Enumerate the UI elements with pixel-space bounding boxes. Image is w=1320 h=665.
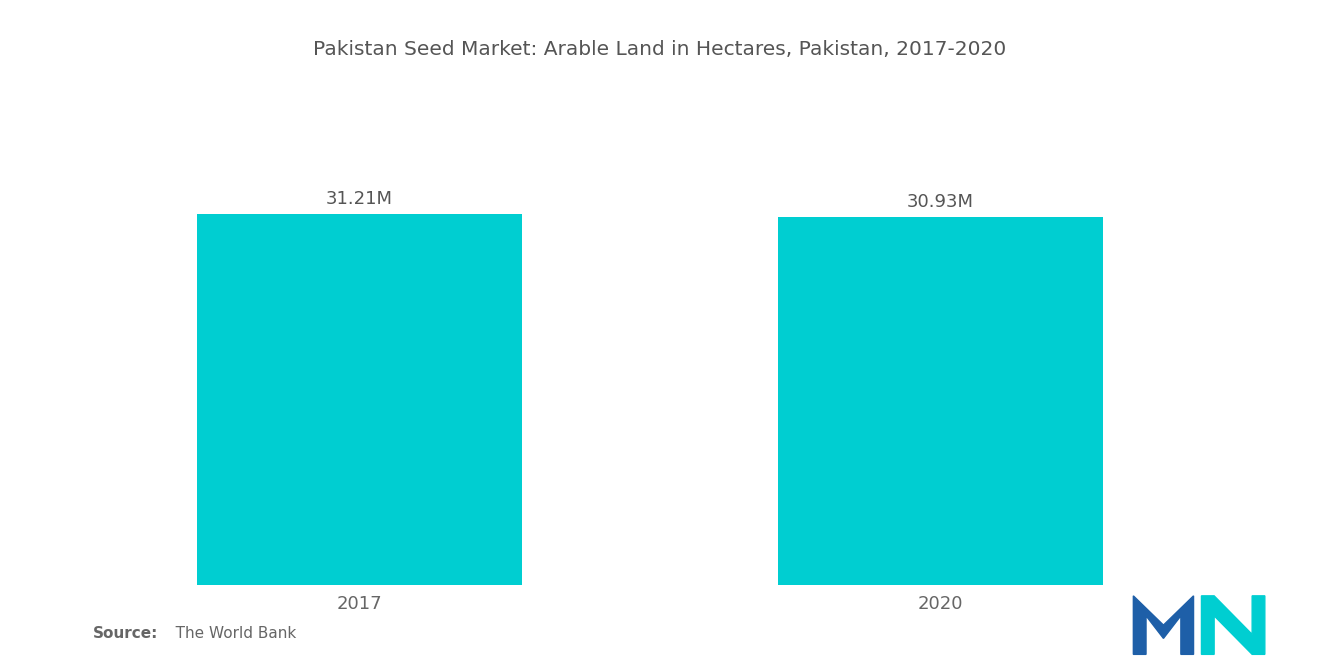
Polygon shape — [1134, 596, 1193, 654]
Text: 30.93M: 30.93M — [907, 194, 974, 211]
Text: Pakistan Seed Market: Arable Land in Hectares, Pakistan, 2017-2020: Pakistan Seed Market: Arable Land in Hec… — [313, 40, 1007, 59]
Polygon shape — [1201, 596, 1265, 654]
Text: The World Bank: The World Bank — [161, 626, 296, 642]
Text: Source:: Source: — [92, 626, 158, 642]
Text: 31.21M: 31.21M — [326, 190, 393, 208]
Bar — [197, 214, 523, 585]
Bar — [777, 217, 1104, 585]
